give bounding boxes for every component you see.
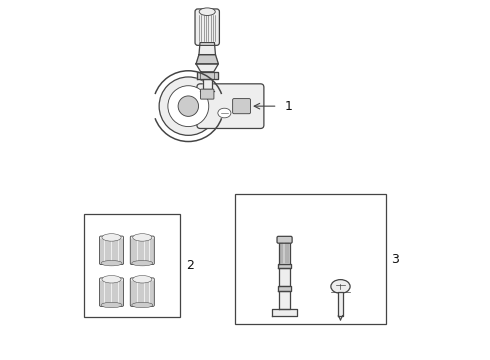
Polygon shape	[197, 72, 218, 79]
Polygon shape	[196, 64, 219, 72]
Bar	[84, 214, 180, 318]
Circle shape	[168, 86, 209, 127]
Polygon shape	[278, 264, 291, 267]
Polygon shape	[199, 42, 216, 55]
Circle shape	[178, 96, 198, 116]
Polygon shape	[203, 79, 212, 89]
Circle shape	[159, 77, 218, 135]
Ellipse shape	[199, 8, 215, 15]
Ellipse shape	[102, 234, 121, 241]
Ellipse shape	[132, 261, 153, 266]
Text: 3: 3	[391, 252, 399, 266]
Ellipse shape	[133, 234, 152, 241]
Ellipse shape	[102, 275, 121, 283]
Ellipse shape	[133, 275, 152, 283]
Bar	[235, 194, 386, 324]
Ellipse shape	[331, 280, 350, 293]
Polygon shape	[278, 287, 292, 291]
FancyBboxPatch shape	[130, 278, 154, 306]
Polygon shape	[279, 291, 290, 310]
Ellipse shape	[218, 108, 231, 118]
Ellipse shape	[101, 261, 122, 266]
FancyBboxPatch shape	[277, 236, 292, 243]
Ellipse shape	[101, 302, 122, 308]
Polygon shape	[339, 292, 343, 316]
Text: 2: 2	[187, 259, 195, 273]
FancyBboxPatch shape	[233, 99, 250, 114]
Polygon shape	[271, 310, 297, 316]
Polygon shape	[279, 242, 290, 264]
FancyBboxPatch shape	[99, 278, 123, 306]
Polygon shape	[279, 267, 290, 287]
FancyBboxPatch shape	[99, 236, 123, 265]
Ellipse shape	[132, 302, 153, 308]
FancyBboxPatch shape	[130, 236, 154, 265]
FancyBboxPatch shape	[200, 89, 214, 99]
Text: 1: 1	[285, 100, 293, 113]
Polygon shape	[196, 55, 219, 64]
FancyBboxPatch shape	[195, 9, 220, 45]
FancyBboxPatch shape	[197, 84, 264, 129]
